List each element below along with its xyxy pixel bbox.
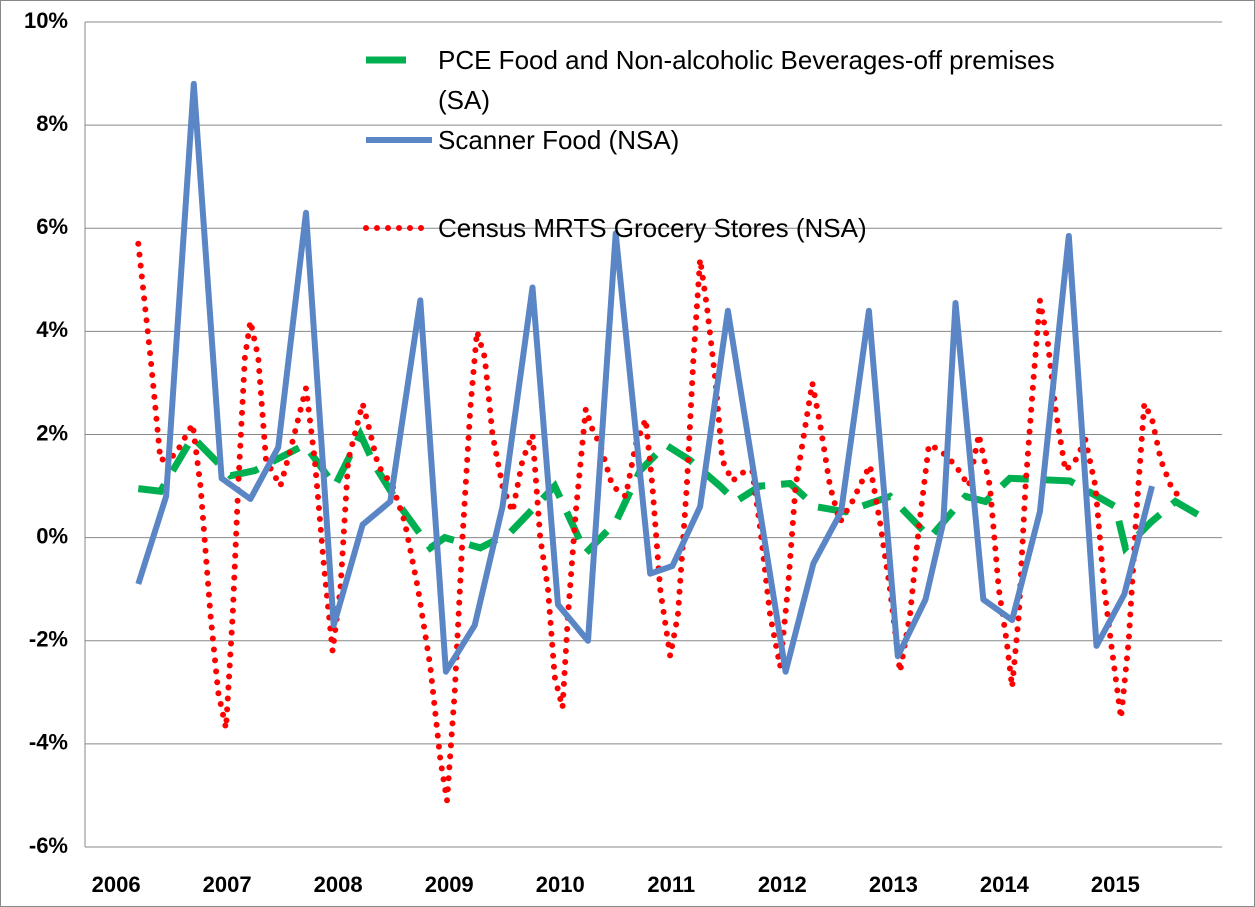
legend-item: Scanner Food (NSA) [362, 120, 1082, 160]
y-tick-label: 8% [36, 111, 68, 136]
legend-label: Scanner Food (NSA) [438, 125, 680, 155]
legend-item: Census MRTS Grocery Stores (NSA) [362, 208, 1082, 248]
y-tick-label: -4% [29, 730, 68, 755]
y-tick-label: -2% [29, 627, 68, 652]
x-tick-label: 2011 [647, 872, 695, 897]
y-tick-label: 10% [24, 8, 68, 33]
legend-item: PCE Food and Non-alcoholic Beverages-off… [362, 40, 1082, 120]
x-tick-label: 2009 [425, 872, 474, 897]
legend-label: PCE Food and Non-alcoholic Beverages-off… [438, 45, 1055, 115]
y-tick-label: 2% [36, 420, 68, 445]
x-tick-label: 2006 [92, 872, 141, 897]
legend-symbol [366, 137, 432, 143]
legend-label: Census MRTS Grocery Stores (NSA) [438, 213, 867, 243]
y-tick-label: 6% [36, 214, 68, 239]
series-line [135, 240, 1182, 802]
x-tick-label: 2008 [314, 872, 363, 897]
y-tick-label: -6% [29, 833, 68, 858]
x-tick-label: 2014 [980, 872, 1030, 897]
x-tick-label: 2012 [758, 872, 807, 897]
legend-symbol [366, 56, 432, 64]
x-tick-label: 2010 [536, 872, 585, 897]
series-line [135, 80, 1155, 675]
y-tick-label: 0% [36, 523, 68, 548]
x-tick-label: 2007 [203, 872, 252, 897]
x-tick-label: 2015 [1091, 872, 1140, 897]
legend-symbol [363, 225, 435, 231]
series-line [137, 426, 1213, 560]
x-tick-label: 2013 [869, 872, 918, 897]
y-tick-label: 4% [36, 317, 68, 342]
